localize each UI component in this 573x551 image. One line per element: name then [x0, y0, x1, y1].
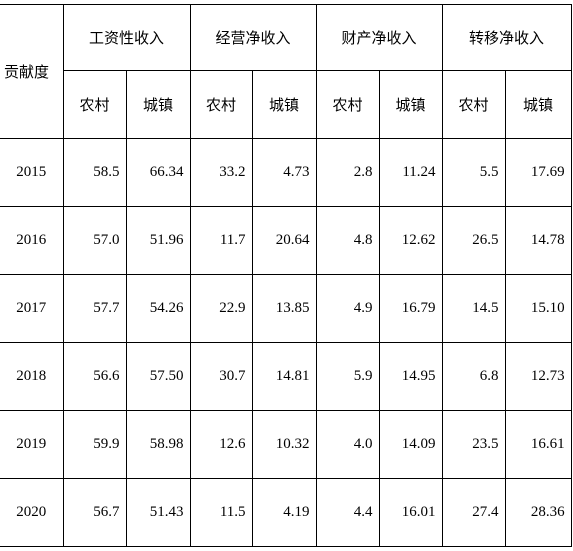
- value-cell: 4.8: [315, 206, 380, 275]
- value-cell: 56.7: [62, 478, 127, 547]
- data-row: 2020 56.7 51.43 11.5 4.19 4.4 16.01 27.4 28.36: [0, 478, 572, 547]
- value-cell: 11.5: [189, 478, 253, 547]
- value-cell: 56.6: [62, 342, 127, 411]
- group-header: 财产净收入: [315, 4, 443, 71]
- year-cell: 2018: [0, 342, 64, 411]
- value-cell: 57.50: [125, 342, 191, 411]
- value-cell: 15.10: [504, 274, 572, 343]
- subheader-row: 农村 城镇 农村 城镇 农村 城镇 农村 城镇: [0, 70, 572, 139]
- subheader: 城镇: [125, 70, 191, 139]
- value-cell: 27.4: [441, 478, 506, 547]
- value-cell: 51.96: [125, 206, 191, 275]
- value-cell: 22.9: [189, 274, 253, 343]
- value-cell: 14.78: [504, 206, 572, 275]
- year-cell: 2020: [0, 478, 64, 547]
- corner-cell: 贡献度: [0, 4, 64, 139]
- data-row: 2019 59.9 58.98 12.6 10.32 4.0 14.09 23.5 16.61: [0, 410, 572, 479]
- value-cell: 4.0: [315, 410, 380, 479]
- value-cell: 13.85: [251, 274, 317, 343]
- year-cell: 2019: [0, 410, 64, 479]
- value-cell: 59.9: [62, 410, 127, 479]
- value-cell: 16.61: [504, 410, 572, 479]
- value-cell: 16.79: [378, 274, 443, 343]
- value-cell: 11.7: [189, 206, 253, 275]
- value-cell: 5.9: [315, 342, 380, 411]
- data-row: 2015 58.5 66.34 33.2 4.73 2.8 11.24 5.5 17.69: [0, 138, 572, 207]
- subheader: 城镇: [504, 70, 572, 139]
- value-cell: 54.26: [125, 274, 191, 343]
- year-cell: 2015: [0, 138, 64, 207]
- value-cell: 23.5: [441, 410, 506, 479]
- value-cell: 57.7: [62, 274, 127, 343]
- subheader: 农村: [189, 70, 253, 139]
- value-cell: 28.36: [504, 478, 572, 547]
- subheader: 农村: [315, 70, 380, 139]
- data-row: 2017 57.7 54.26 22.9 13.85 4.9 16.79 14.5 15.10: [0, 274, 572, 343]
- value-cell: 30.7: [189, 342, 253, 411]
- value-cell: 14.95: [378, 342, 443, 411]
- value-cell: 26.5: [441, 206, 506, 275]
- subheader: 农村: [62, 70, 127, 139]
- value-cell: 12.73: [504, 342, 572, 411]
- value-cell: 17.69: [504, 138, 572, 207]
- year-cell: 2016: [0, 206, 64, 275]
- subheader: 城镇: [251, 70, 317, 139]
- value-cell: 12.62: [378, 206, 443, 275]
- value-cell: 20.64: [251, 206, 317, 275]
- value-cell: 10.32: [251, 410, 317, 479]
- value-cell: 4.19: [251, 478, 317, 547]
- table-body: 贡献度 工资性收入 经营净收入 财产净收入 转移净收入 农村 城镇 农村 城镇 农村 城镇 农村 城镇 2…: [0, 4, 572, 547]
- value-cell: 57.0: [62, 206, 127, 275]
- value-cell: 11.24: [378, 138, 443, 207]
- group-header: 工资性收入: [62, 4, 191, 71]
- data-row: 2018 56.6 57.50 30.7 14.81 5.9 14.95 6.8 12.73: [0, 342, 572, 411]
- value-cell: 4.73: [251, 138, 317, 207]
- value-cell: 12.6: [189, 410, 253, 479]
- value-cell: 2.8: [315, 138, 380, 207]
- data-row: 2016 57.0 51.96 11.7 20.64 4.8 12.62 26.5 14.78: [0, 206, 572, 275]
- value-cell: 14.5: [441, 274, 506, 343]
- value-cell: 4.4: [315, 478, 380, 547]
- value-cell: 66.34: [125, 138, 191, 207]
- value-cell: 4.9: [315, 274, 380, 343]
- subheader: 农村: [441, 70, 506, 139]
- value-cell: 51.43: [125, 478, 191, 547]
- value-cell: 14.09: [378, 410, 443, 479]
- value-cell: 58.5: [62, 138, 127, 207]
- subheader: 城镇: [378, 70, 443, 139]
- header-row: 贡献度 工资性收入 经营净收入 财产净收入 转移净收入: [0, 4, 572, 139]
- value-cell: 33.2: [189, 138, 253, 207]
- group-header: 经营净收入: [189, 4, 317, 71]
- value-cell: 58.98: [125, 410, 191, 479]
- value-cell: 16.01: [378, 478, 443, 547]
- value-cell: 14.81: [251, 342, 317, 411]
- year-cell: 2017: [0, 274, 64, 343]
- value-cell: 6.8: [441, 342, 506, 411]
- contribution-table: 贡献度 工资性收入 经营净收入 财产净收入 转移净收入 农村 城镇 农村 城镇 农村 城镇 农村 城镇 2…: [0, 4, 572, 547]
- value-cell: 5.5: [441, 138, 506, 207]
- group-header: 转移净收入: [441, 4, 572, 71]
